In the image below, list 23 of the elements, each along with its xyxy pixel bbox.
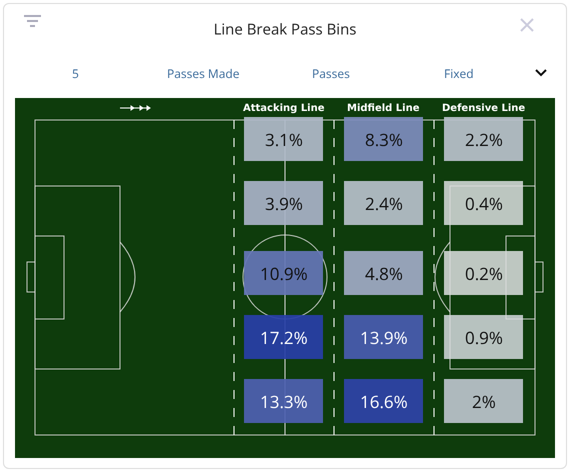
x-tick-label: Attacking Line [243,103,325,114]
data-label: 16.6% [360,390,408,413]
data-label: 2.4% [365,192,403,215]
data-label: 0.9% [465,326,503,349]
data-label: 3.1% [265,128,303,151]
data-label: 2% [472,390,496,413]
text: Fixed [444,65,474,82]
data-label: 8.3% [365,128,403,151]
data-label: 2.2% [465,128,503,151]
data-label: 13.3% [260,390,308,413]
data-label: 17.2% [260,326,308,349]
data-label: 10.9% [260,262,308,285]
text: 5 [72,65,79,82]
data-label: 0.4% [465,192,503,215]
text: Passes Made [167,65,240,82]
text: Passes [312,65,350,82]
x-tick-label: Defensive Line [442,103,526,114]
x-tick-label: Midfield Line [347,103,420,114]
data-label: 0.2% [465,262,503,285]
data-label: 13.9% [360,326,408,349]
chart-title: Line Break Pass Bins [214,19,356,40]
data-label: 4.8% [365,262,403,285]
data-label: 3.9% [265,192,303,215]
